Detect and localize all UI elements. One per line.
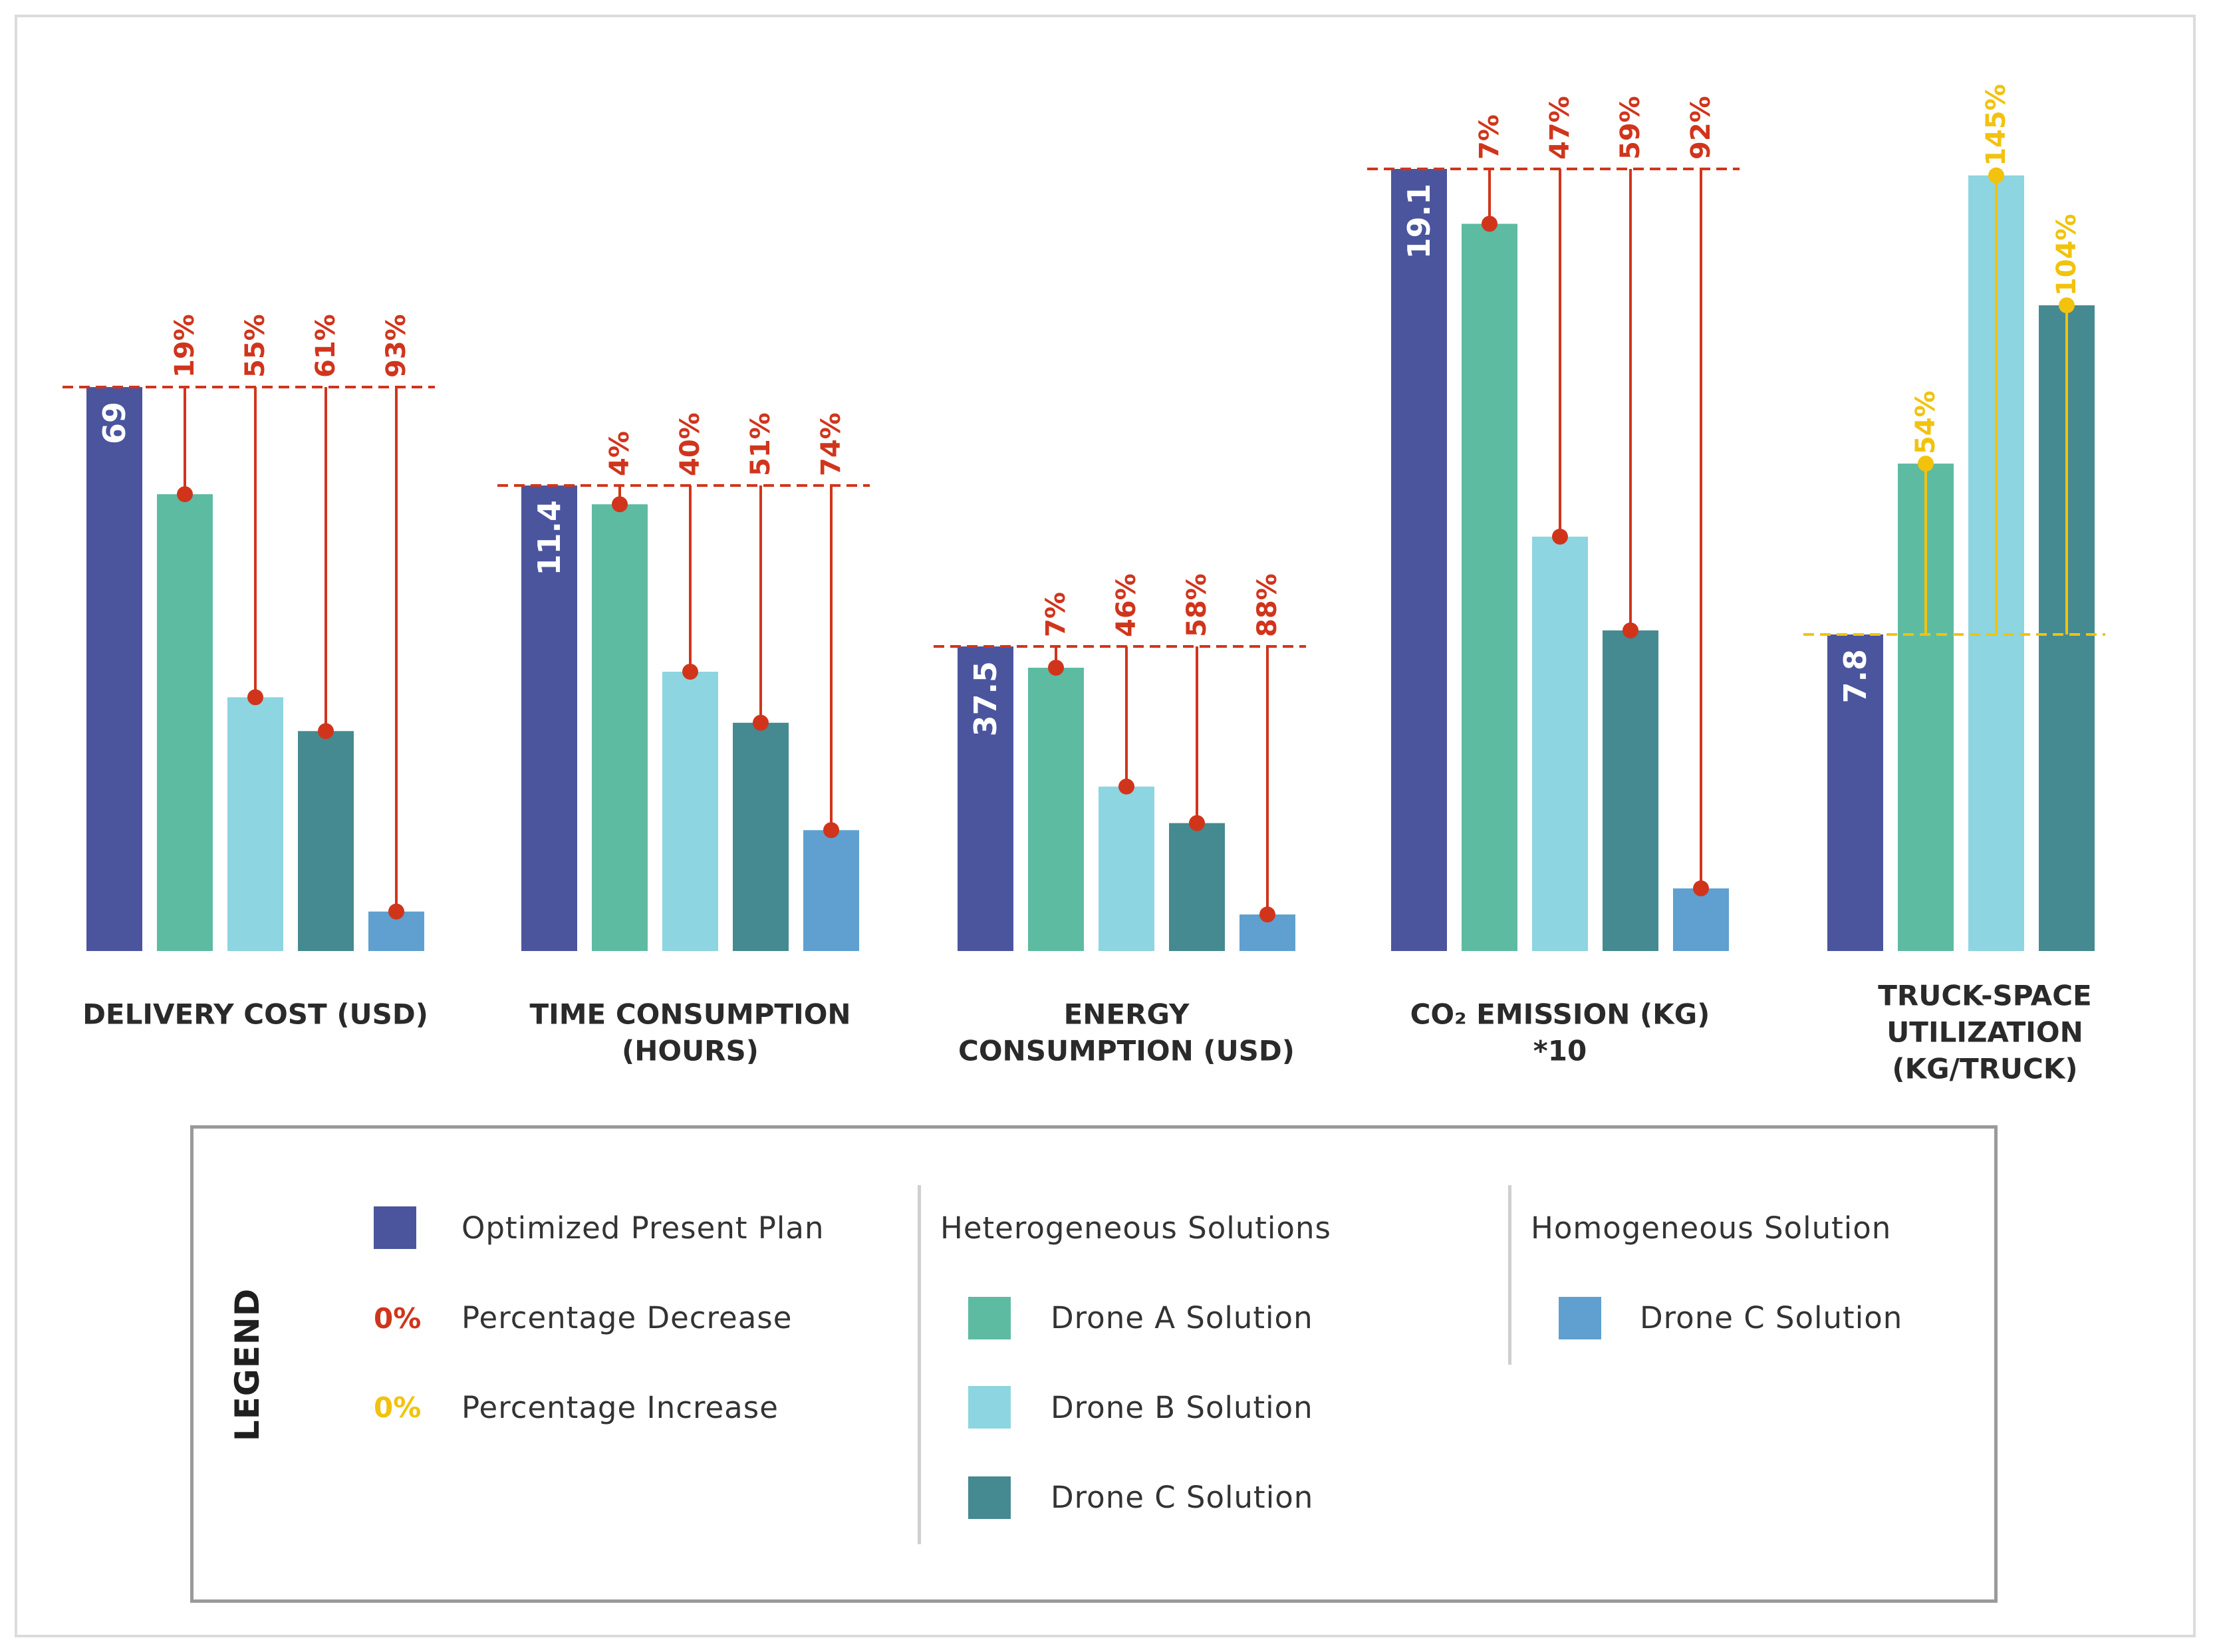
percent-label-3-1: 7%	[1041, 592, 1071, 637]
category-label-5-2: UTILIZATION	[1887, 1016, 2083, 1049]
bar-1-1	[86, 387, 142, 951]
marker-dot-5-1	[1918, 456, 1934, 472]
bar-2-4	[733, 722, 789, 951]
percent-label-4-3: 59%	[1615, 96, 1646, 160]
legend-title: LEGEND	[228, 1288, 267, 1442]
legend-increase-sample: 0%	[374, 1391, 422, 1424]
bar-1-3	[227, 697, 283, 951]
category-label-3-2: CONSUMPTION (USD)	[958, 1035, 1295, 1067]
marker-dot-1-3	[318, 723, 334, 740]
percent-label-2-4: 74%	[816, 412, 846, 476]
marker-dot-3-3	[1189, 815, 1205, 831]
bar-4-2	[1462, 223, 1517, 952]
baseline-value-label-2: 11.4	[531, 500, 567, 576]
bar-1-4	[298, 731, 354, 951]
legend-swatch-drone-b	[968, 1386, 1011, 1429]
marker-dot-3-2	[1118, 778, 1134, 795]
category-label-2-2: (HOURS)	[622, 1035, 759, 1067]
percent-label-1-1: 19%	[170, 314, 200, 378]
marker-dot-1-4	[388, 903, 404, 920]
percent-label-5-2: 145%	[1981, 84, 2012, 166]
bar-3-4	[1169, 823, 1225, 951]
percent-label-2-2: 40%	[675, 412, 706, 476]
category-label-5-3: (KG/TRUCK)	[1892, 1053, 2077, 1085]
marker-dot-4-1	[1482, 215, 1497, 232]
bar-2-5	[803, 830, 859, 951]
legend-divider-1	[918, 1185, 921, 1544]
marker-dot-3-4	[1259, 906, 1275, 923]
category-label-1-1: DELIVERY COST (USD)	[82, 998, 428, 1031]
legend-divider-2	[1508, 1185, 1511, 1365]
marker-dot-2-1	[612, 496, 628, 513]
marker-dot-1-1	[177, 486, 193, 503]
percent-label-1-3: 61%	[311, 314, 341, 378]
marker-dot-4-3	[1623, 622, 1638, 638]
bar-chart: 69 19% 55% 61% 93% DELIVERY COST (USD) 11.4 4% 4…	[63, 84, 2105, 1085]
legend-box	[190, 1125, 1998, 1603]
marker-dot-5-3	[2059, 297, 2075, 314]
percent-label-2-3: 51%	[745, 412, 776, 476]
percent-label-4-4: 92%	[1686, 96, 1716, 160]
percent-label-1-2: 55%	[240, 314, 271, 378]
page-frame	[15, 15, 2196, 1637]
legend-decrease-sample: 0%	[374, 1302, 422, 1335]
percent-label-5-1: 54%	[1910, 390, 1941, 454]
percent-label-2-1: 4%	[604, 431, 635, 476]
percent-label-1-4: 93%	[381, 314, 412, 378]
marker-dot-2-4	[823, 822, 839, 839]
bar-4-3	[1532, 536, 1588, 951]
marker-dot-5-2	[1988, 167, 2004, 184]
baseline-value-label-3: 37.5	[968, 661, 1003, 737]
marker-dot-2-2	[682, 664, 698, 680]
legend-label-homo-drone-c: Drone C Solution	[1640, 1300, 1903, 1335]
legend-hetero-title: Heterogeneous Solutions	[940, 1210, 1331, 1246]
category-label-4-1: CO₂ EMISSION (KG)	[1410, 998, 1710, 1031]
baseline-value-label-4: 19.1	[1401, 184, 1437, 259]
legend-swatch-drone-a	[968, 1297, 1011, 1339]
legend-swatch-present-plan	[374, 1206, 416, 1249]
marker-dot-1-2	[247, 689, 263, 706]
legend-label-increase: Percentage Increase	[461, 1390, 779, 1425]
legend-label-drone-c: Drone C Solution	[1051, 1480, 1314, 1515]
percent-label-4-2: 47%	[1545, 96, 1575, 160]
category-label-2-1: TIME CONSUMPTION	[529, 998, 850, 1031]
legend-label-drone-b: Drone B Solution	[1051, 1390, 1313, 1425]
bar-4-4	[1603, 630, 1658, 951]
legend-homo-title: Homogeneous Solution	[1531, 1210, 1892, 1246]
legend-label-present-plan: Optimized Present Plan	[461, 1210, 825, 1246]
marker-dot-4-2	[1552, 528, 1568, 545]
bar-4-1	[1391, 169, 1447, 951]
marker-dot-3-1	[1048, 659, 1064, 676]
bar-1-2	[157, 494, 213, 951]
category-label-3-1: ENERGY	[1064, 998, 1190, 1031]
legend-label-drone-a: Drone A Solution	[1051, 1300, 1313, 1335]
legend-swatch-homo-drone-c	[1559, 1297, 1601, 1339]
bar-4-5	[1673, 888, 1729, 951]
baseline-value-label-1: 69	[96, 402, 132, 444]
percent-label-3-4: 88%	[1252, 573, 1283, 637]
percent-label-3-2: 46%	[1111, 573, 1142, 637]
bar-2-3	[662, 672, 718, 951]
bar-3-3	[1099, 786, 1154, 951]
bar-3-2	[1028, 667, 1084, 951]
legend-swatch-drone-c	[968, 1476, 1011, 1519]
percent-label-4-1: 7%	[1474, 114, 1505, 160]
bar-3-1	[958, 646, 1013, 951]
legend-label-decrease: Percentage Decrease	[461, 1300, 793, 1335]
baseline-value-label-5: 7.8	[1837, 649, 1873, 704]
bar-2-1	[521, 485, 577, 951]
percent-label-5-3: 104%	[2051, 214, 2082, 297]
marker-dot-2-3	[753, 714, 769, 731]
marker-dot-4-4	[1693, 880, 1709, 896]
bar-5-1	[1827, 634, 1883, 951]
percent-label-3-3: 58%	[1182, 573, 1212, 637]
bar-2-2	[592, 504, 648, 951]
category-label-5-1: TRUCK-SPACE	[1878, 980, 2091, 1012]
category-label-4-2: *10	[1533, 1035, 1587, 1067]
